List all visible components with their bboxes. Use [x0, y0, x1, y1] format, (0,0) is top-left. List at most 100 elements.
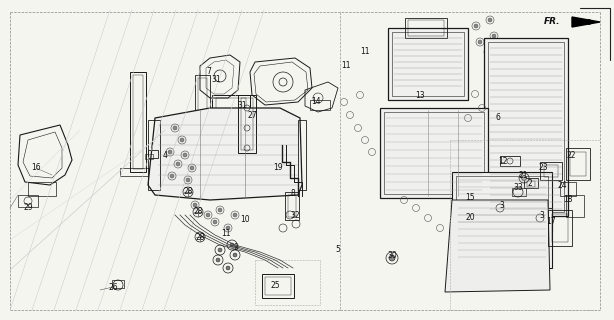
Circle shape: [233, 213, 237, 217]
Bar: [452, 208, 552, 268]
Circle shape: [488, 18, 492, 22]
Bar: [28, 182, 56, 196]
Bar: [288, 195, 296, 217]
Text: 7: 7: [206, 68, 211, 76]
Text: 28: 28: [195, 233, 204, 242]
Circle shape: [193, 203, 197, 207]
Circle shape: [176, 162, 180, 166]
Bar: [388, 28, 468, 100]
Text: 28: 28: [193, 207, 203, 217]
Text: 24: 24: [557, 180, 567, 189]
Bar: [148, 120, 160, 190]
Bar: [408, 20, 444, 36]
Text: 28: 28: [183, 188, 193, 196]
Circle shape: [218, 208, 222, 212]
Text: 21: 21: [518, 171, 528, 180]
Text: 9: 9: [233, 244, 238, 252]
Bar: [241, 98, 253, 150]
Bar: [298, 120, 306, 190]
Bar: [456, 176, 548, 228]
Bar: [560, 182, 576, 196]
Bar: [148, 150, 158, 158]
Bar: [238, 95, 256, 153]
Text: 11: 11: [360, 47, 370, 57]
Circle shape: [216, 258, 220, 262]
Text: 10: 10: [240, 215, 250, 225]
Text: 11: 11: [341, 60, 351, 69]
Circle shape: [474, 24, 478, 28]
Polygon shape: [148, 108, 302, 200]
Text: 27: 27: [247, 110, 257, 119]
Circle shape: [226, 226, 230, 230]
Text: 14: 14: [311, 98, 321, 107]
Bar: [488, 42, 564, 212]
Text: 16: 16: [31, 164, 41, 172]
Text: 5: 5: [336, 245, 340, 254]
Bar: [540, 162, 562, 180]
Text: 33: 33: [513, 183, 523, 193]
Bar: [484, 38, 568, 216]
Bar: [392, 32, 464, 96]
Text: 20: 20: [465, 213, 475, 222]
Text: 3: 3: [500, 201, 505, 210]
Text: 31: 31: [237, 100, 247, 109]
Bar: [195, 75, 210, 137]
Circle shape: [190, 166, 194, 170]
Bar: [18, 195, 38, 207]
Text: 29: 29: [23, 204, 33, 212]
Bar: [130, 72, 146, 172]
Polygon shape: [445, 200, 550, 292]
Bar: [145, 154, 153, 159]
Circle shape: [233, 253, 237, 257]
Text: 3: 3: [540, 211, 545, 220]
Circle shape: [478, 40, 482, 44]
Circle shape: [168, 150, 172, 154]
Circle shape: [230, 243, 234, 247]
Text: 13: 13: [415, 92, 425, 100]
Circle shape: [218, 248, 222, 252]
Text: 8: 8: [290, 189, 295, 198]
Bar: [524, 178, 538, 188]
Text: 12: 12: [498, 157, 508, 166]
Bar: [452, 172, 552, 232]
Bar: [380, 108, 488, 198]
Bar: [456, 212, 548, 264]
Bar: [198, 78, 207, 134]
Circle shape: [186, 178, 190, 182]
Bar: [544, 165, 558, 177]
Circle shape: [180, 138, 184, 142]
Text: 19: 19: [273, 163, 283, 172]
Bar: [120, 168, 150, 176]
Bar: [262, 274, 294, 298]
Text: 17: 17: [546, 218, 556, 227]
Circle shape: [389, 255, 395, 261]
Text: 32: 32: [290, 211, 300, 220]
Text: 18: 18: [563, 196, 573, 204]
Bar: [310, 100, 330, 110]
Circle shape: [486, 50, 490, 54]
Bar: [112, 280, 124, 288]
Text: 6: 6: [495, 114, 500, 123]
Text: 22: 22: [566, 150, 576, 159]
Circle shape: [213, 220, 217, 224]
Circle shape: [226, 266, 230, 270]
Bar: [500, 156, 520, 166]
Bar: [405, 18, 447, 38]
Circle shape: [173, 126, 177, 130]
Bar: [512, 188, 526, 196]
Text: 15: 15: [465, 194, 475, 203]
Bar: [384, 112, 484, 194]
Circle shape: [492, 34, 496, 38]
Polygon shape: [572, 17, 600, 27]
Bar: [285, 192, 299, 220]
Bar: [570, 152, 586, 176]
Text: 30: 30: [387, 252, 397, 260]
Text: 4: 4: [163, 150, 168, 159]
Circle shape: [183, 153, 187, 157]
Text: 31: 31: [211, 76, 221, 84]
Text: 26: 26: [108, 283, 118, 292]
Text: 25: 25: [270, 282, 280, 291]
Bar: [566, 195, 584, 217]
Text: 23: 23: [538, 164, 548, 172]
Bar: [527, 181, 535, 187]
